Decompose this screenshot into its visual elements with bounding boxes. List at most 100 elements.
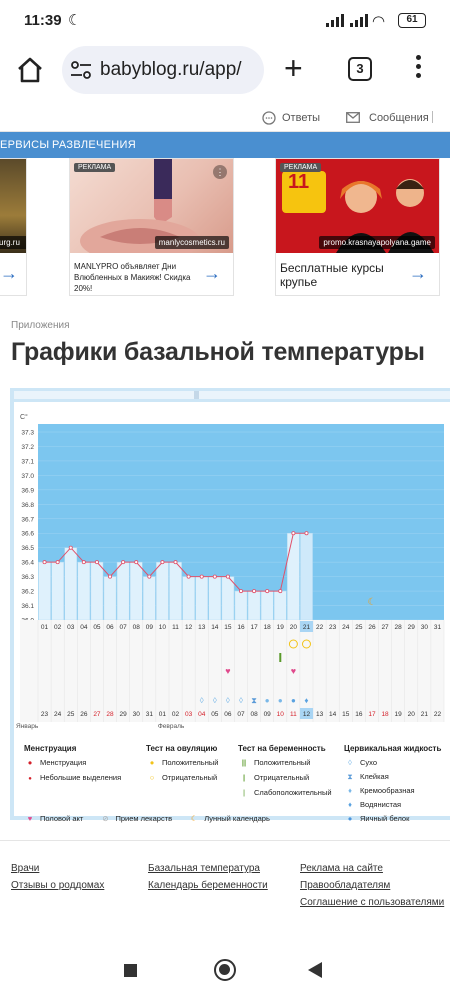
ad-label: РЕКЛАМА [280, 163, 322, 172]
y-tick-label: 36.2 [21, 589, 34, 596]
pregnancy-negative-icon [279, 653, 282, 662]
ad-carousel: urg.ru → РЕКЛАМА ⋮ manlycosmetics.ru MAN… [0, 158, 450, 298]
legend-bottom-row: ♥ Половой акт ⊘ Прием лекарств ☾ Лунный кал… [24, 814, 270, 823]
temperature-point [304, 531, 309, 536]
legend-item: Отрицательный [162, 773, 218, 782]
divider [432, 111, 433, 123]
creamy-drop-icon: ♦ [348, 786, 352, 795]
month-label: Февраль [158, 723, 185, 730]
temperature-point [225, 574, 230, 579]
ad-text[interactable]: Бесплатные курсы крупье [280, 261, 384, 289]
calendar-date-label: 05 [211, 711, 219, 718]
temperature-bar [221, 576, 235, 621]
home-button[interactable] [214, 959, 236, 981]
nav-item-entertainment[interactable]: РАЗВЛЕЧЕНИЯ [52, 139, 136, 151]
month-label: Январь [16, 723, 39, 730]
cervical-fluid-icon: ◊ [213, 696, 217, 705]
calendar-date-label: 28 [106, 711, 114, 718]
bbt-app-content: C° 37.3 37.2 37.1 37.0 36.9 36.8 36.7 36.6 36.5 36… [14, 402, 450, 823]
faint-bar-icon: | [242, 788, 246, 797]
ad-source: promo.krasnayapolyana.game [319, 236, 435, 249]
heart-icon: ♥ [291, 666, 296, 676]
calendar-date-label: 06 [224, 711, 232, 718]
arrow-right-icon: → [203, 263, 221, 283]
cycle-day-label: 15 [224, 624, 232, 631]
footer-link-reviews[interactable]: Отзывы о роддомах [11, 880, 105, 891]
footer-link-bbt[interactable]: Базальная температура [148, 863, 260, 874]
cycle-day-label: 31 [434, 624, 442, 631]
temperature-bar [169, 561, 182, 621]
cervical-fluid-icon: ◊ [226, 696, 230, 705]
legend-item: Отрицательный [254, 773, 310, 782]
temperature-point [108, 574, 113, 579]
temperature-bar [234, 590, 248, 621]
footer-link-copyright[interactable]: Правообладателям [300, 880, 391, 891]
ad-options-icon[interactable]: ⋮ [213, 165, 227, 179]
tab-switcher-button[interactable]: 3 [348, 57, 372, 81]
recents-button[interactable] [124, 964, 137, 977]
app-scrollbar[interactable] [14, 391, 450, 399]
cycle-day-label: 22 [316, 624, 324, 631]
watery-drop-icon: ♦ [348, 800, 352, 809]
cervical-fluid-icon: ● [291, 696, 296, 705]
footer-link-doctors[interactable]: Врачи [11, 863, 40, 874]
site-settings-icon[interactable] [70, 60, 92, 80]
wifi-icon: ◠ [372, 13, 386, 30]
status-time: 11:39 [24, 12, 62, 29]
ad-card-manly[interactable]: РЕКЛАМА ⋮ manlycosmetics.ru MANLYPRO объ… [69, 158, 234, 296]
footer-link-ads[interactable]: Реклама на сайте [300, 863, 383, 874]
eggwhite-drop-icon: ● [347, 814, 353, 823]
cycle-day-label: 29 [408, 624, 416, 631]
url-bar[interactable]: babyblog.ru/app/ [62, 46, 264, 94]
ad-badge-number: 11 [288, 171, 310, 193]
url-text[interactable]: babyblog.ru/app/ [100, 59, 242, 80]
temperature-bar [38, 561, 51, 621]
calendar-date-label: 09 [264, 711, 272, 718]
breadcrumb[interactable]: Приложения [11, 320, 70, 331]
ad-card-partial[interactable]: urg.ru → [0, 158, 27, 296]
calendar-date-label: 12 [303, 711, 311, 718]
bbt-app: C° 37.3 37.2 37.1 37.0 36.9 36.8 36.7 36.6 36.5 36… [10, 388, 450, 823]
legend-item: Кремообразная [360, 786, 415, 795]
status-bar: 11:39 ☾ ◠ 61 [0, 0, 450, 40]
legend-pregnancy: Тест на беременность || Положительный | От… [238, 744, 332, 802]
legend-item: Положительный [254, 758, 311, 767]
temperature-point [278, 589, 283, 594]
footer-link-agreement[interactable]: Соглашение с пользователями [300, 897, 445, 908]
legend-menstruation: Менструация ● Менструация ● Небольшие выде… [24, 744, 121, 787]
ad-text[interactable]: MANLYPRO объявляет Дни Влюбленных в Маки… [74, 262, 191, 293]
calendar-date-label: 04 [198, 711, 206, 718]
cycle-day-label: 26 [368, 624, 376, 631]
home-icon[interactable] [14, 54, 46, 86]
new-tab-icon[interactable]: + [284, 50, 303, 86]
temperature-point [68, 545, 73, 550]
ad-label: РЕКЛАМА [74, 163, 116, 172]
nav-item-services[interactable]: ЕРВИСЫ [0, 139, 50, 151]
mail-icon [346, 112, 360, 123]
legend-item: Половой акт [40, 814, 84, 823]
more-menu-icon[interactable] [416, 55, 422, 85]
calendar-date-label: 03 [185, 711, 193, 718]
system-navigation [0, 940, 450, 1000]
signal-icon-2 [350, 14, 368, 27]
cycle-day-label: 21 [303, 624, 311, 631]
signal-icon [326, 14, 344, 27]
back-button[interactable] [308, 962, 322, 978]
answers-link[interactable]: Ответы [282, 112, 321, 124]
y-tick-label: 37.1 [21, 458, 34, 465]
footer-link-pregnancy-calendar[interactable]: Календарь беременности [148, 880, 268, 891]
calendar-date-label: 08 [250, 711, 258, 718]
temperature-point [134, 560, 139, 565]
cervical-fluid-icon: ● [278, 696, 283, 705]
calendar-date-label: 10 [277, 711, 285, 718]
ad-source: manlycosmetics.ru [154, 236, 229, 249]
temperature-point [81, 560, 86, 565]
y-tick-label: 37.2 [21, 444, 34, 451]
blood-drop-icon: ● [27, 758, 33, 767]
temperature-bar [143, 576, 156, 621]
calendar-date-label: 29 [120, 711, 128, 718]
browser-toolbar: babyblog.ru/app/ + 3 [0, 40, 450, 100]
ad-source: urg.ru [0, 236, 26, 249]
ad-card-krasnaya[interactable]: РЕКЛАМА 11 promo.krasnayapolyana.game Бе… [275, 158, 440, 296]
messages-link[interactable]: Сообщения [369, 112, 429, 124]
